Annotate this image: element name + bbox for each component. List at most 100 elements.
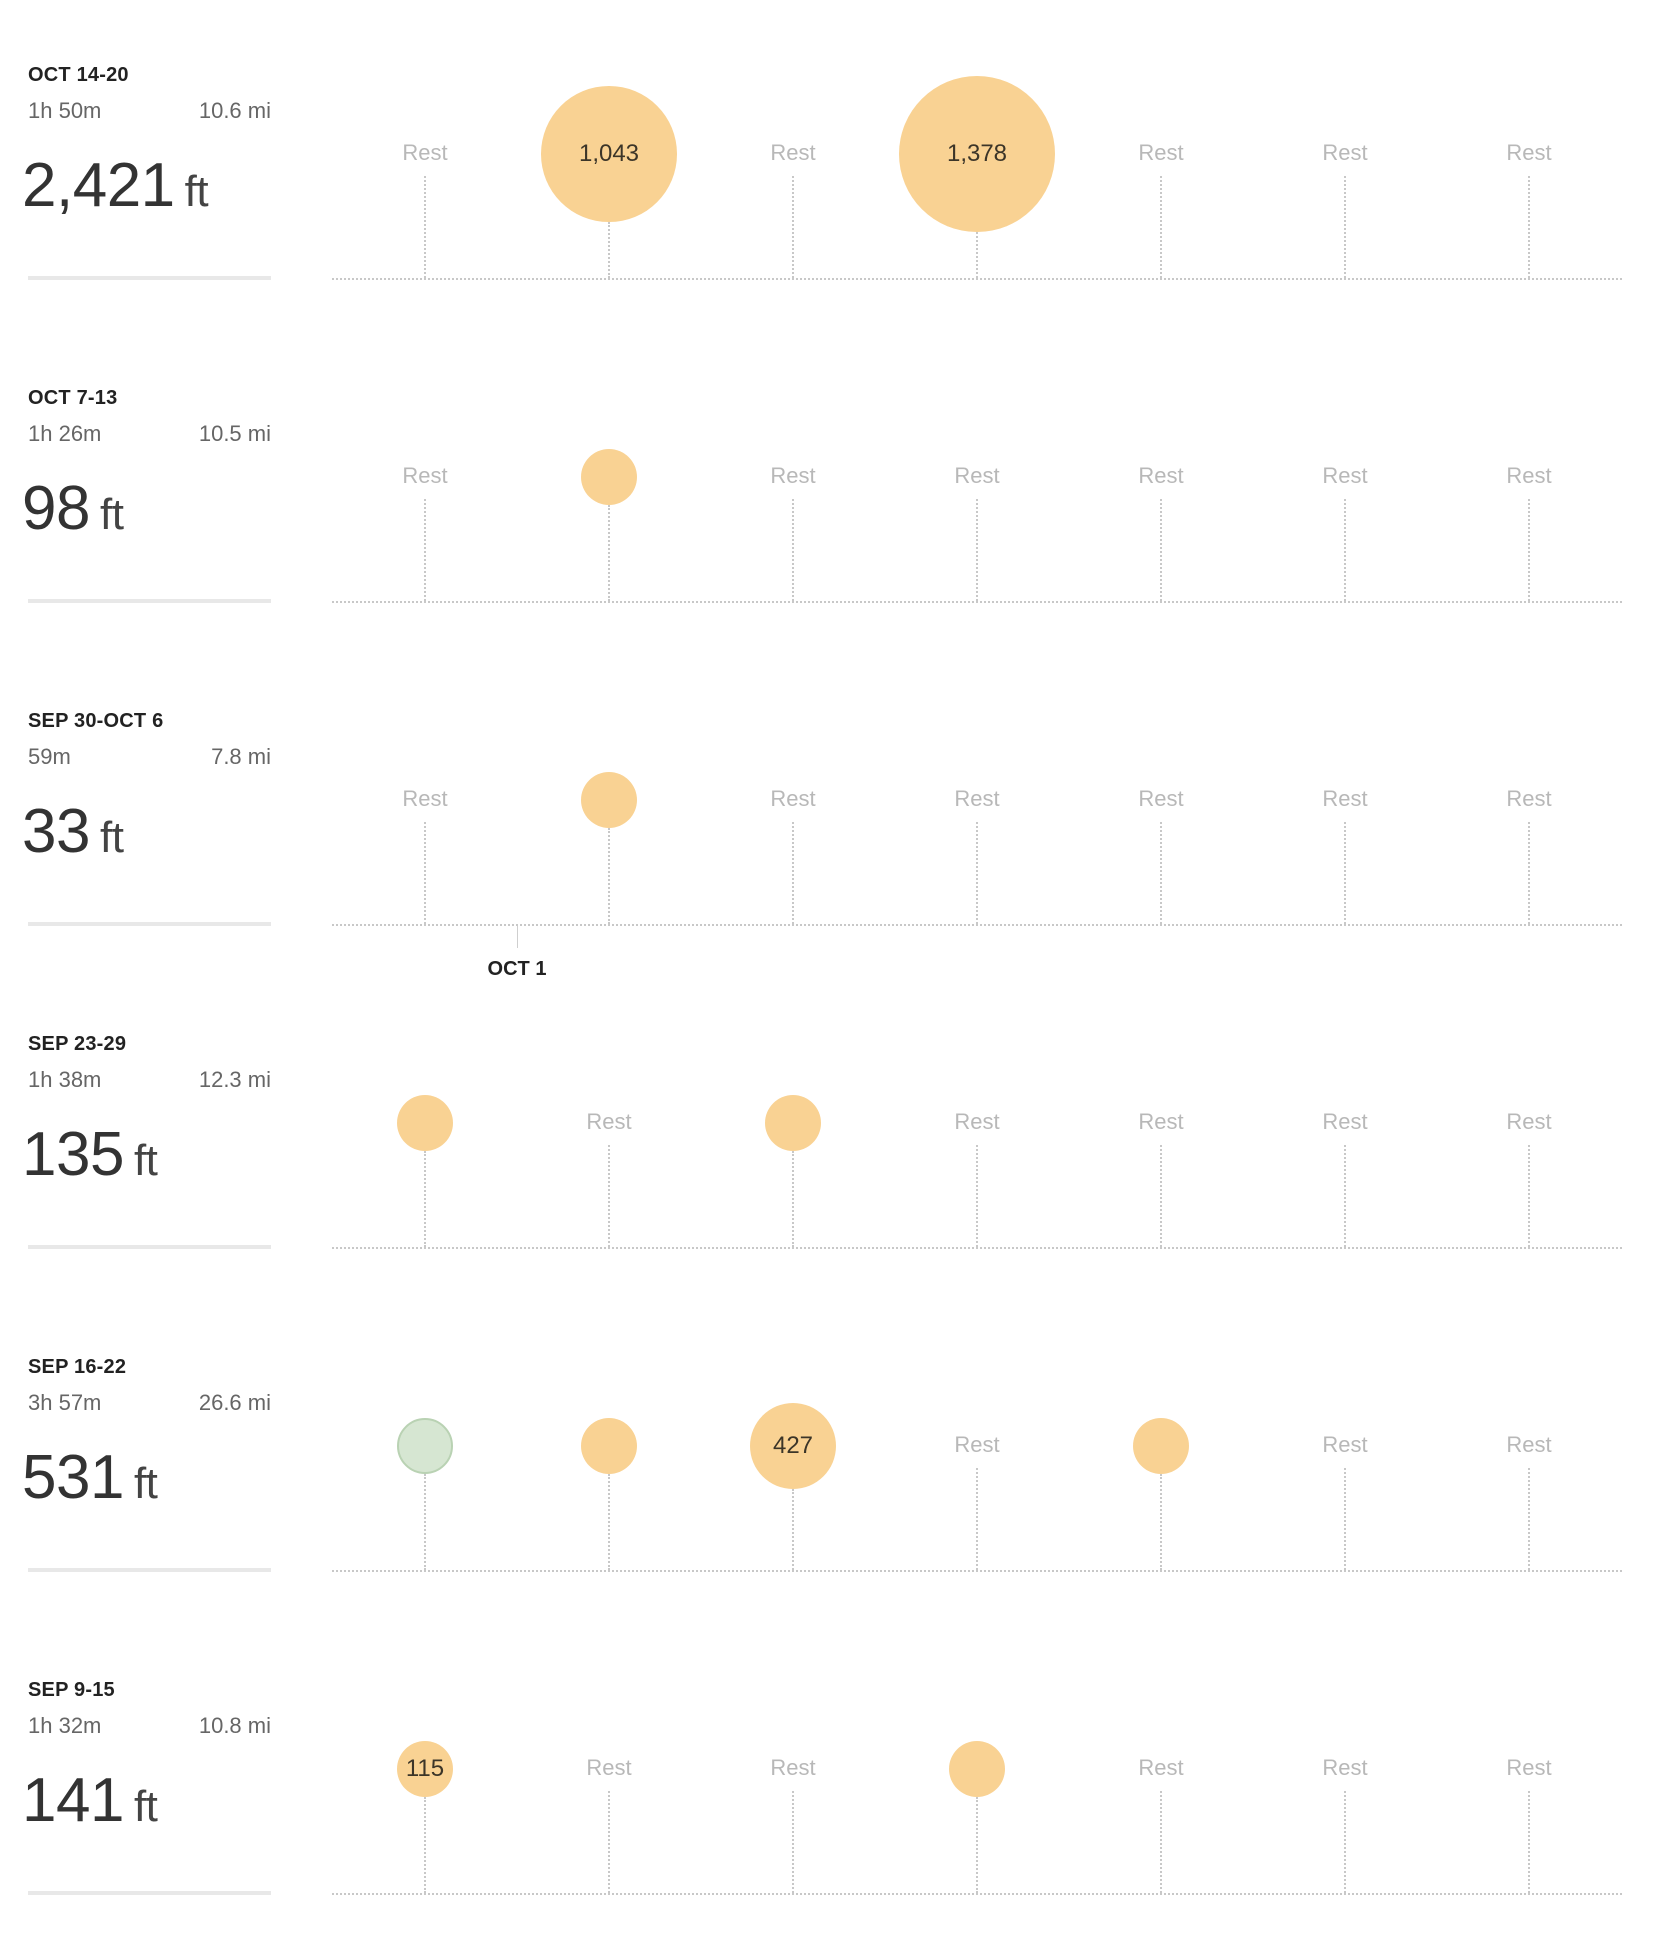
day-stem [1160,176,1162,278]
activity-bubble[interactable] [581,449,637,505]
day-stem [1160,1145,1162,1247]
elevation-value: 135 [22,1120,124,1189]
activity-bubble[interactable]: 427 [749,1402,837,1490]
week-duration: 1h 50m [28,98,102,123]
day-stem [1344,1468,1346,1570]
day-stem [976,231,978,278]
chart-baseline [332,278,1622,280]
day-stem [1528,176,1530,278]
activity-bubble[interactable]: 115 [397,1741,453,1797]
rest-label: Rest [1138,786,1184,811]
week-duration: 1h 26m [28,421,102,446]
rest-label: Rest [770,1755,816,1780]
day-stem [1528,1145,1530,1247]
day-stem [608,828,610,924]
rest-label: Rest [1506,140,1552,165]
week-distance: 10.6 mi [198,98,271,123]
rest-label: Rest [1138,463,1184,488]
week-duration: 3h 57m [28,1390,102,1415]
elevation-value: 33 [22,797,90,866]
week-summary[interactable]: OCT 7-13 1h 26m 10.5 mi 98 ft [22,335,271,658]
day-stem [792,1791,794,1893]
rest-label: Rest [954,463,1000,488]
day-stem [976,822,978,924]
week-summary[interactable]: SEP 30-OCT 6 59m 7.8 mi 33 ft [22,658,271,981]
week-day-chart: Rest Rest Rest Rest Rest Rest OCT 1 [0,658,1660,981]
chart-baseline [332,1893,1622,1895]
rest-label: Rest [1322,463,1368,488]
week-elevation-total: 98 ft [22,473,124,544]
week-distance: 10.8 mi [198,1713,271,1738]
activity-bubble[interactable]: 1,043 [541,86,677,222]
day-stem [792,176,794,278]
day-stem [792,1489,794,1570]
activity-bubble[interactable] [581,772,637,828]
day-stem [976,499,978,601]
day-stem [792,822,794,924]
summary-divider [28,922,271,926]
activity-bubble[interactable] [397,1095,453,1151]
rest-label: Rest [586,1109,632,1134]
chart-baseline [332,924,1622,926]
activity-bubble[interactable] [949,1741,1005,1797]
week-row: SEP 30-OCT 6 59m 7.8 mi 33 ft Rest Rest Res… [0,658,1660,981]
elevation-unit: ft [184,167,209,216]
day-stem [1344,822,1346,924]
bubble-elevation-label: 115 [405,1755,445,1782]
elevation-value: 531 [22,1443,124,1512]
rest-label: Rest [954,786,1000,811]
rest-label: Rest [1322,140,1368,165]
activity-bubble-other[interactable] [397,1418,453,1474]
rest-label: Rest [402,140,448,165]
week-duration: 59m [28,744,71,769]
week-title: SEP 16-22 [28,1356,127,1378]
day-stem [424,1797,426,1893]
activity-bubble[interactable] [1133,1418,1189,1474]
weekly-activity-log: OCT 14-20 1h 50m 10.6 mi 2,421 ft Rest 1,0… [0,12,1660,1895]
week-day-chart: Rest Rest Rest Rest Rest [0,981,1660,1304]
week-summary[interactable]: SEP 23-29 1h 38m 12.3 mi 135 ft [22,981,271,1304]
week-distance: 10.5 mi [198,421,271,446]
elevation-unit: ft [133,1459,158,1508]
day-stem [792,499,794,601]
chart-baseline [332,601,1622,603]
week-row: OCT 14-20 1h 50m 10.6 mi 2,421 ft Rest 1,0… [0,12,1660,335]
week-row: SEP 23-29 1h 38m 12.3 mi 135 ft Rest Rest R… [0,981,1660,1304]
day-stem [1528,822,1530,924]
week-distance: 26.6 mi [198,1390,271,1415]
week-day-chart: Rest 1,043 Rest 1,378 Rest Rest Rest [0,12,1660,335]
elevation-unit: ft [133,1136,158,1185]
chart-baseline [332,1247,1622,1249]
week-title: SEP 23-29 [28,1033,127,1055]
week-summary[interactable]: SEP 16-22 3h 57m 26.6 mi 531 ft [22,1304,271,1627]
day-stem [608,221,610,278]
elevation-unit: ft [99,490,124,539]
day-stem [1160,1474,1162,1570]
week-summary[interactable]: SEP 9-15 1h 32m 10.8 mi 141 ft [22,1627,271,1950]
day-stem [608,1145,610,1247]
day-stem [1344,1145,1346,1247]
rest-label: Rest [770,140,816,165]
summary-divider [28,1891,271,1895]
week-elevation-total: 141 ft [22,1765,158,1836]
week-row: SEP 16-22 3h 57m 26.6 mi 531 ft 427 Rest Re… [0,1304,1660,1627]
day-stem [424,1151,426,1247]
week-elevation-total: 2,421 ft [22,150,209,221]
activity-bubble[interactable] [765,1095,821,1151]
day-stem [1528,499,1530,601]
rest-label: Rest [1322,1432,1368,1457]
week-summary[interactable]: OCT 14-20 1h 50m 10.6 mi 2,421 ft [22,12,271,335]
rest-label: Rest [1322,786,1368,811]
rest-label: Rest [402,786,448,811]
day-stem [608,505,610,601]
week-row: SEP 9-15 1h 32m 10.8 mi 141 ft 115 Rest Res… [0,1627,1660,1950]
rest-label: Rest [770,786,816,811]
week-elevation-total: 33 ft [22,796,124,867]
week-title: SEP 30-OCT 6 [28,710,164,732]
rest-label: Rest [954,1109,1000,1134]
activity-bubble[interactable] [581,1418,637,1474]
day-stem [424,822,426,924]
activity-bubble[interactable]: 1,378 [899,76,1055,232]
rest-label: Rest [770,463,816,488]
day-stem [1160,499,1162,601]
